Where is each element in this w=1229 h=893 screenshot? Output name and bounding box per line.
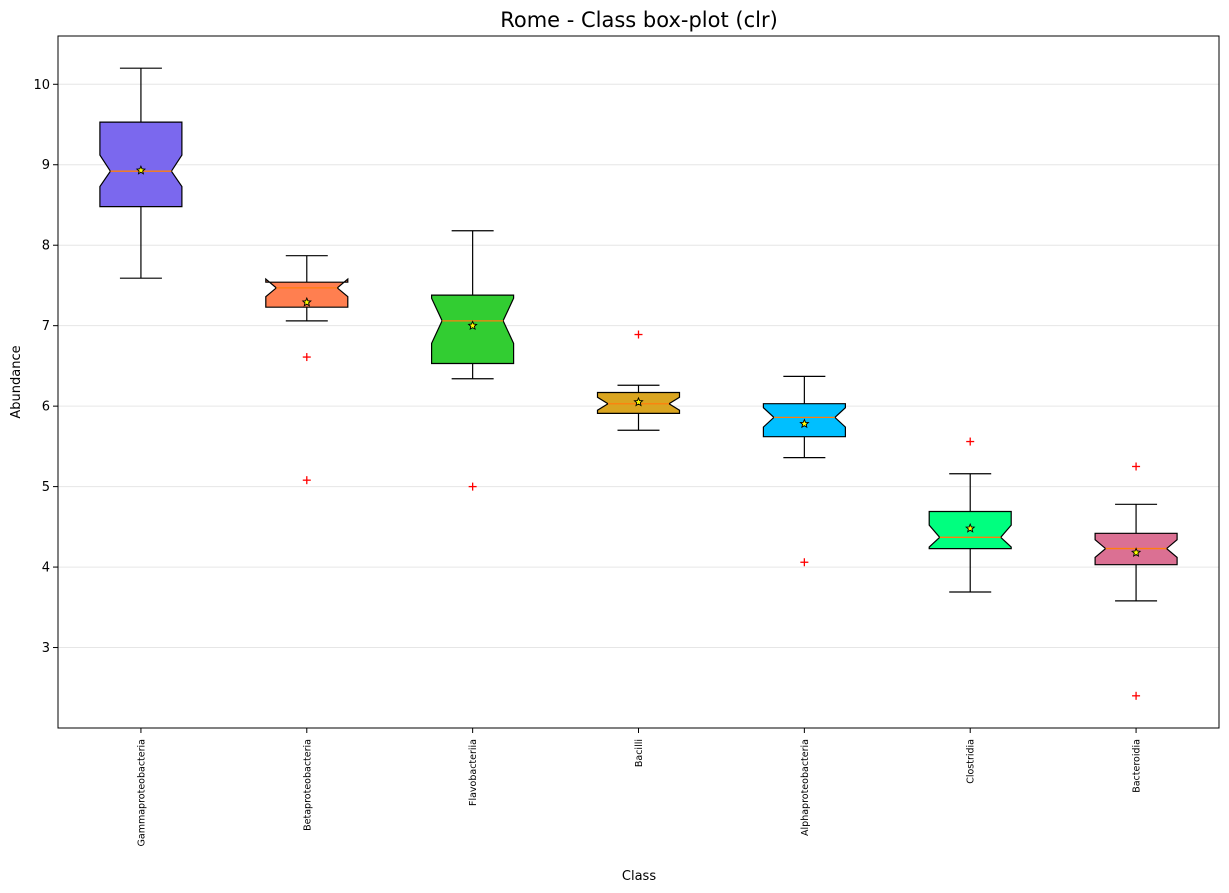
box-body: [99, 121, 183, 208]
box-body: [431, 294, 515, 365]
y-tick-label: 3: [42, 641, 50, 656]
outlier-marker: [1132, 462, 1141, 471]
y-tick-label: 6: [42, 400, 50, 415]
box-4: [762, 375, 847, 567]
y-axis-label: Abundance: [9, 345, 24, 418]
x-tick-label: Gammaproteobacteria: [136, 739, 147, 846]
chart-title: Rome - Class box-plot (clr): [500, 8, 778, 32]
y-tick-label: 5: [42, 480, 50, 495]
x-tick-label: Betaproteobacteria: [302, 739, 313, 831]
mean-marker: [301, 296, 312, 307]
box-1: [265, 255, 349, 485]
y-tick-label: 4: [42, 561, 50, 576]
y-tick-label: 7: [42, 319, 50, 334]
boxes-layer: [99, 67, 1178, 700]
y-tick-label: 8: [42, 239, 50, 254]
mean-marker: [799, 418, 810, 429]
mean-marker: [467, 320, 478, 331]
y-axis: 3 4 5 6 7 8 9 10: [33, 78, 58, 656]
y-tick-label: 10: [33, 78, 50, 93]
outlier-marker: [302, 353, 311, 362]
box-5: [928, 437, 1012, 593]
mean-marker: [1131, 547, 1142, 557]
x-tick-label: Bacilli: [634, 739, 645, 767]
box-6: [1094, 462, 1178, 700]
x-tick-label: Alphaproteobacteria: [800, 739, 811, 836]
box-3: [596, 330, 681, 431]
grid-lines: [58, 83, 1219, 649]
x-tick-label: Flavobacteriia: [468, 739, 479, 806]
box-0: [99, 67, 183, 279]
mean-marker: [135, 165, 146, 175]
outlier-marker: [966, 437, 975, 446]
x-tick-label: Bacteroidia: [1132, 739, 1143, 793]
outlier-marker: [1132, 691, 1141, 700]
x-axis-label: Class: [622, 869, 656, 884]
y-tick-label: 9: [42, 158, 50, 173]
outlier-marker: [468, 482, 477, 491]
mean-marker: [965, 523, 976, 533]
mean-marker: [633, 396, 644, 407]
x-axis: Gammaproteobacteria Betaproteobacteria Fla…: [136, 728, 1143, 846]
box-2: [431, 230, 515, 491]
outlier-marker: [302, 476, 311, 485]
outlier-marker: [634, 330, 643, 339]
x-tick-label: Clostridia: [966, 739, 977, 784]
outlier-marker: [800, 558, 809, 567]
box-body: [265, 277, 349, 308]
